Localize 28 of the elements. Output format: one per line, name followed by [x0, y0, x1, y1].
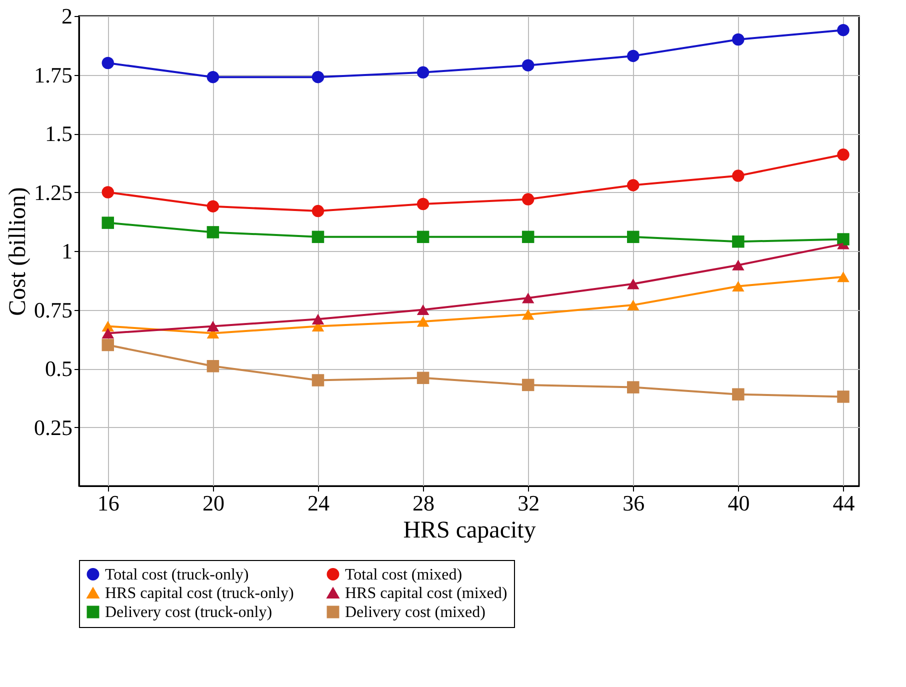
- y-tick-label: 0.5: [45, 356, 72, 381]
- y-tick-label: 1.5: [45, 121, 72, 146]
- x-tick-label: 36: [622, 490, 645, 516]
- y-axis-title: Cost (billion): [5, 187, 31, 316]
- x-tick-label: 16: [97, 490, 120, 516]
- point: [102, 186, 114, 198]
- y-tick-label: 2: [62, 4, 72, 28]
- x-tick-label: 40: [728, 490, 750, 516]
- x-tick-label: 44: [832, 490, 855, 516]
- point: [102, 216, 114, 229]
- legend-label: Delivery cost (mixed): [345, 604, 486, 621]
- legend-label: Total cost (mixed): [345, 566, 462, 584]
- x-axis-title: HRS capacity: [403, 518, 536, 544]
- legend-label: Delivery cost (truck-only): [105, 604, 272, 621]
- y-tick-label: 1.75: [34, 62, 72, 88]
- y-tick-label: 0.25: [34, 414, 72, 440]
- y-tick-label: 1: [62, 238, 72, 264]
- y-tick-label: 1.25: [34, 180, 72, 205]
- x-tick-label: 32: [518, 490, 540, 516]
- point: [837, 390, 850, 403]
- x-tick-label: 28: [412, 490, 435, 516]
- y-tick-label: 0.75: [34, 297, 72, 322]
- legend-label: Total cost (truck-only): [105, 566, 249, 584]
- legend-label: HRS capital cost (truck-only): [105, 585, 294, 602]
- legend-label: HRS capital cost (mixed): [345, 585, 508, 602]
- x-tick-label: 24: [307, 490, 330, 516]
- x-tick-label: 20: [202, 490, 224, 516]
- point: [102, 328, 114, 339]
